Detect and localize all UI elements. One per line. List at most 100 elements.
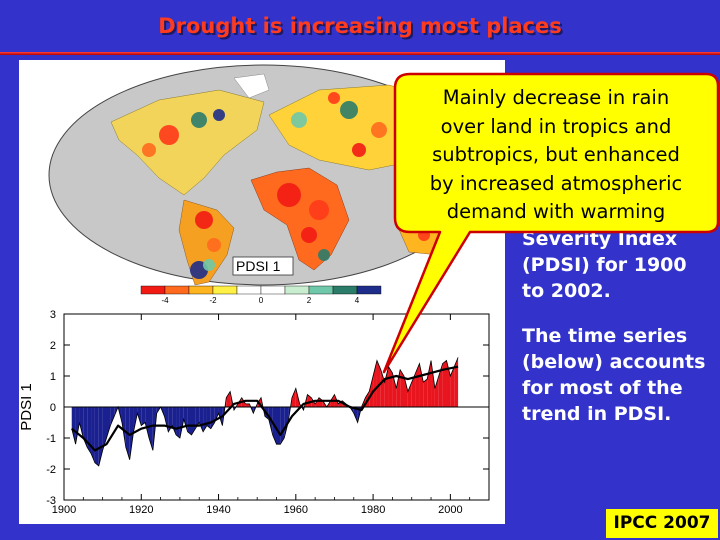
negative-area-slice (83, 407, 88, 448)
map-colorbar: -4 -2 0 2 4 (140, 285, 382, 305)
negative-area-slice (284, 407, 289, 438)
colorbar-tick-label: 2 (307, 296, 312, 305)
positive-area-slice (307, 394, 312, 407)
side-paragraph-2: The time series (below) accounts for mos… (522, 323, 717, 427)
x-tick-label: 1900 (52, 504, 76, 516)
map-label-box (232, 256, 294, 276)
map-patch (371, 122, 387, 138)
positive-area-slice (400, 369, 404, 407)
callout-line: Mainly decrease in rain (442, 86, 670, 109)
side-line: trend in PDSI. (522, 403, 672, 425)
map-patch (318, 249, 330, 261)
map-patch (340, 101, 358, 119)
map-patch (191, 112, 207, 128)
europe-africa-landmass (250, 167, 350, 271)
negative-area-slice (353, 407, 358, 423)
negative-area-slice (141, 407, 146, 426)
positive-area-slice (384, 366, 389, 407)
negative-area-slice (71, 407, 76, 445)
negative-area-slice (145, 407, 149, 438)
positive-area-slice (326, 400, 331, 407)
side-paragraph-1: Severity Index (PDSI) for 1900 to 2002. (522, 226, 717, 304)
positive-area-slice (419, 363, 424, 407)
callout-line: subtropics, but enhanced (432, 143, 680, 166)
positive-area-slice (392, 372, 397, 407)
positive-area-slice (450, 366, 455, 407)
map-patch (309, 200, 329, 220)
y-axis-label: PDSI 1 (19, 383, 35, 431)
chart-line-layer (71, 357, 459, 467)
map-patch (277, 183, 301, 207)
negative-area-slice (106, 407, 111, 438)
positive-area-slice (415, 363, 420, 407)
y-tick-label: -1 (46, 433, 56, 445)
negative-area-slice (250, 407, 254, 414)
callout-line: by increased atmospheric (429, 171, 683, 195)
side-line: Severity Index (522, 228, 678, 250)
x-tick-label: 1920 (129, 504, 153, 516)
pdsi-world-map: PDSI 1 -4 -2 0 2 4 (48, 64, 478, 305)
negative-area-slice (79, 407, 84, 438)
callout-text: Mainly decrease in rain over land in tro… (400, 84, 712, 227)
map-patch (291, 112, 307, 128)
positive-area-slice (442, 360, 447, 407)
side-line: for most of the (522, 377, 683, 399)
source-badge: IPCC 2007 (606, 509, 718, 538)
positive-area-slice (380, 369, 385, 407)
side-line: The time series (522, 325, 688, 347)
negative-area-slice (75, 407, 80, 445)
positive-area-slice (423, 379, 428, 407)
negative-area-slice (179, 407, 184, 438)
side-line: (PDSI) for 1900 (522, 254, 687, 276)
positive-area-slice (226, 391, 231, 407)
colorbar-tick-label: 4 (355, 296, 360, 305)
greenland-landmass (233, 73, 270, 99)
positive-area-slice (438, 363, 443, 407)
map-patch (203, 259, 215, 271)
colorbar-tick-label: -2 (209, 296, 217, 305)
map-patch (352, 143, 366, 157)
positive-area-slice (411, 372, 416, 407)
positive-area-slice (261, 397, 263, 407)
side-line: to 2002. (522, 280, 611, 302)
negative-area-slice (191, 407, 196, 435)
slide-title: Drought is increasing most places (158, 14, 562, 38)
positive-area-slice (396, 369, 401, 407)
side-description: Severity Index (PDSI) for 1900 to 2002. … (522, 226, 717, 446)
side-line: (below) accounts (522, 351, 706, 373)
x-tick-label: 2000 (438, 504, 462, 516)
negative-area-slice (214, 407, 219, 423)
map-patch (301, 227, 317, 243)
map-patch (207, 238, 221, 252)
negative-area-slice (102, 407, 107, 451)
y-tick-label: 0 (50, 402, 56, 414)
negative-area-slice (149, 407, 153, 451)
positive-area-slice (454, 357, 459, 407)
positive-area-slice (434, 376, 439, 407)
map-patch (213, 109, 225, 121)
y-tick-label: 2 (50, 340, 56, 352)
negative-area-slice (121, 407, 126, 448)
negative-area-slice (210, 407, 215, 429)
negative-area-slice (137, 407, 142, 426)
y-tick-label: -2 (46, 464, 56, 476)
y-tick-label: 1 (50, 371, 56, 383)
callout-line: over land in tropics and (440, 114, 672, 138)
pdsi-time-series-chart: 1900 1920 1940 1960 1980 2000 -3 -2 -1 0 1 2 3 PDSI … (19, 309, 490, 516)
positive-area-slice (404, 376, 408, 407)
negative-area-slice (94, 407, 99, 466)
annual-pdsi-line (71, 357, 459, 467)
positive-area-slice (245, 403, 250, 407)
positive-area-slice (369, 376, 374, 407)
title-underline (0, 52, 720, 55)
negative-area-slice (168, 407, 173, 432)
callout-line: demand with warming (446, 200, 666, 223)
map-patch (328, 92, 340, 104)
x-tick-label: 1980 (361, 504, 385, 516)
colorbar-tick-label: -4 (161, 296, 169, 305)
callout-shape (382, 72, 720, 374)
positive-area-slice (407, 382, 412, 407)
negative-area-slice (234, 407, 236, 411)
y-tick-label: 3 (50, 309, 56, 321)
